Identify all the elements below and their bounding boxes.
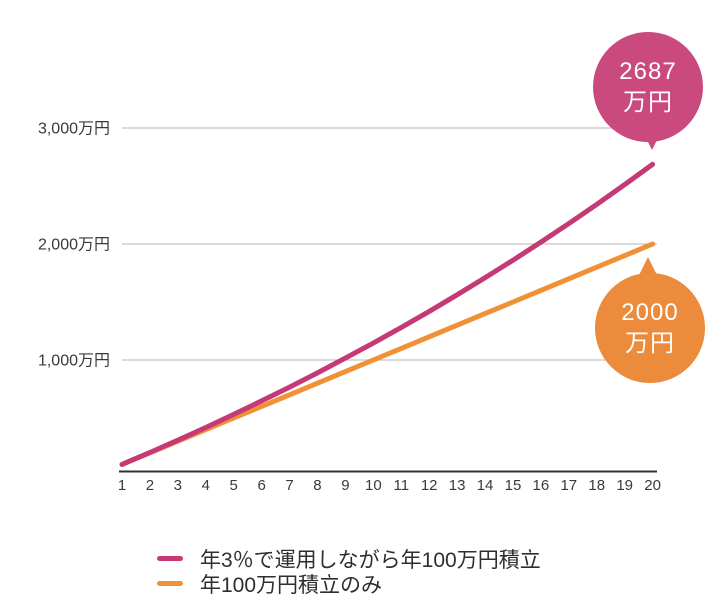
x-tick-label: 19 <box>616 477 633 494</box>
y-tick-label: 2,000万円 <box>38 237 110 254</box>
x-tick-label: 18 <box>588 477 605 494</box>
legend-label: 年100万円積立のみ <box>200 573 383 597</box>
legend-item-invest: 年3％で運用しながら年100万円積立 <box>157 546 541 572</box>
annotation-bubble-pink: 2687 万円 <box>593 32 703 150</box>
bubble-circle-pink: 2687 万円 <box>593 32 703 142</box>
x-tick-label: 16 <box>533 477 550 494</box>
y-tick-label: 1,000万円 <box>38 353 110 370</box>
x-tick-label: 7 <box>285 477 293 494</box>
x-tick-label: 12 <box>421 477 438 494</box>
x-tick-label: 14 <box>477 477 494 494</box>
series-line-年3％で運用しながら年100万円積立 <box>119 161 656 467</box>
bubble-circle-orange: 2000 万円 <box>595 273 705 383</box>
x-tick-label: 3 <box>174 477 182 494</box>
x-tick-label: 20 <box>644 477 661 494</box>
x-tick-label: 10 <box>365 477 382 494</box>
x-tick-label: 2 <box>146 477 154 494</box>
x-tick-label: 8 <box>313 477 321 494</box>
x-tick-label: 15 <box>505 477 522 494</box>
legend-item-savings: 年100万円積立のみ <box>157 571 541 597</box>
x-tick-label: 13 <box>449 477 466 494</box>
legend-label: 年3％で運用しながら年100万円積立 <box>200 548 541 572</box>
legend-swatch-pink <box>157 556 183 561</box>
bubble-unit: 万円 <box>623 89 673 116</box>
x-tick-label: 11 <box>393 477 409 494</box>
bubble-unit: 万円 <box>625 330 675 357</box>
legend-swatch-orange <box>157 581 183 586</box>
x-tick-label: 4 <box>202 477 210 494</box>
x-tick-label: 5 <box>230 477 238 494</box>
bubble-value: 2000 <box>621 299 679 326</box>
x-tick-label: 9 <box>341 477 349 494</box>
annotation-bubble-orange: 2000 万円 <box>595 257 705 383</box>
bubble-tail-up <box>639 257 657 275</box>
x-tick-label: 1 <box>118 477 126 494</box>
legend: 年3％で運用しながら年100万円積立 年100万円積立のみ <box>157 546 541 597</box>
x-tick-label: 17 <box>560 477 577 494</box>
x-tick-label: 6 <box>257 477 265 494</box>
y-tick-label: 3,000万円 <box>38 121 110 138</box>
bubble-value: 2687 <box>619 58 677 85</box>
